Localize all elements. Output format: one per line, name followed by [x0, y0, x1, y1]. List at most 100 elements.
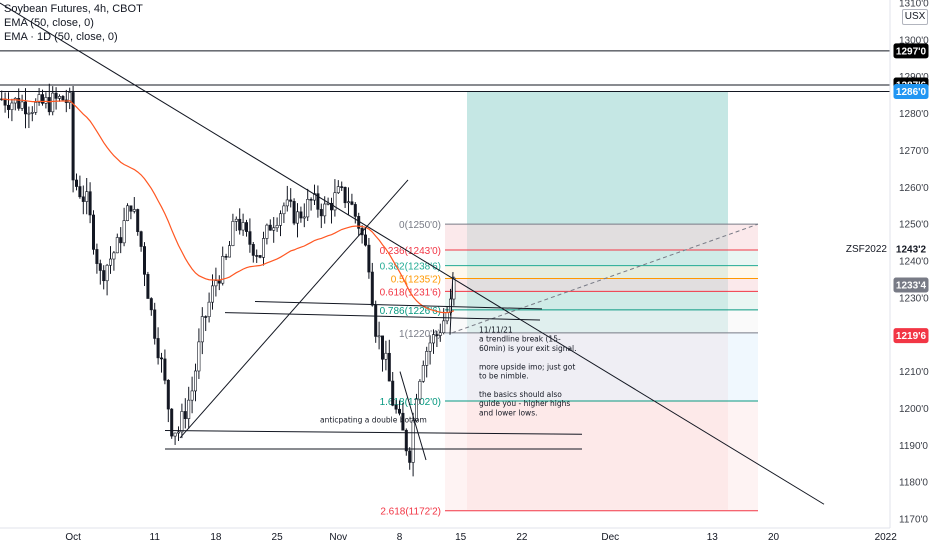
y-tick-label: 1190'0	[899, 441, 928, 452]
y-tick-label: 1250'0	[899, 220, 929, 231]
candle-body	[153, 309, 157, 339]
candle-body	[404, 429, 408, 452]
candle-body	[408, 450, 412, 463]
x-tick-label: 25	[272, 532, 284, 543]
fib-level-label: 0.236(1243'0)	[380, 246, 441, 257]
price-tag	[893, 277, 929, 293]
candle-body	[183, 411, 187, 419]
y-tick-label: 1260'0	[899, 183, 929, 194]
candle-body	[374, 304, 378, 337]
fib-level-label: 2.618(1172'2)	[380, 507, 441, 518]
candle-body	[414, 398, 418, 421]
ema-daily-line	[1, 98, 455, 314]
candle-body	[109, 258, 113, 266]
price-tag-label: 1243'2	[896, 245, 927, 256]
candle-body	[411, 420, 415, 463]
candle-body	[204, 316, 208, 318]
candle-body	[105, 264, 109, 282]
x-tick-label: 2022	[875, 532, 898, 543]
x-tick-label: Oct	[65, 532, 81, 543]
candle-body	[228, 245, 232, 258]
candle-body	[200, 316, 204, 343]
candle-body	[428, 342, 432, 352]
candle-body	[316, 193, 320, 210]
note-line: to be nimble.	[479, 372, 529, 381]
candle-body	[95, 249, 99, 264]
candle-body	[173, 432, 177, 437]
fib-band	[445, 224, 758, 250]
candle-body	[333, 192, 337, 211]
candle-body	[418, 380, 422, 400]
candle-body	[397, 408, 401, 414]
fib-level-label: 0.382(1238'6)	[380, 262, 441, 273]
y-tick-label: 1230'0	[899, 293, 929, 304]
y-tick-label: 1200'0	[899, 404, 929, 415]
fib-band	[445, 291, 758, 310]
candle-body	[54, 92, 58, 99]
x-tick-label: 8	[397, 532, 403, 543]
candle-body	[102, 270, 106, 282]
price-tag	[893, 83, 929, 99]
candle-body	[302, 216, 306, 219]
candle-body	[391, 380, 395, 406]
candle-body	[156, 338, 160, 359]
candle-body	[85, 191, 89, 202]
candle-body	[248, 231, 252, 245]
candle-body	[177, 431, 181, 434]
candle-body	[299, 211, 303, 219]
candles	[0, 83, 456, 477]
candle-body	[387, 352, 391, 382]
candle-body	[20, 101, 24, 109]
candle-body	[190, 390, 194, 401]
candle-body	[92, 214, 96, 250]
candle-body	[211, 285, 215, 303]
candle-body	[421, 365, 425, 382]
candle-body	[425, 351, 429, 366]
horizontal-levels	[0, 50, 890, 92]
trendlines	[0, 2, 825, 505]
candle-body	[146, 274, 150, 299]
price-tag-label: 1297'0	[896, 46, 927, 57]
currency-badge[interactable]: USX	[902, 9, 928, 25]
candle-body	[394, 404, 398, 410]
note-line: 60min) is your exit signal.	[479, 344, 577, 353]
candle-body	[438, 332, 442, 336]
candle-body	[170, 408, 174, 437]
candle-body	[292, 201, 296, 224]
candle-body	[44, 97, 48, 104]
price-tag	[893, 328, 929, 344]
candle-body	[343, 186, 347, 204]
price-tag-label: 1219'6	[896, 331, 927, 342]
candle-body	[309, 198, 313, 201]
candle-body	[367, 244, 371, 273]
candle-body	[61, 96, 65, 101]
candle-body	[340, 186, 344, 188]
candle-body	[401, 412, 405, 431]
candle-body	[163, 358, 167, 381]
candle-body	[241, 222, 245, 231]
x-tick-label: 20	[768, 532, 780, 543]
candle-body	[30, 112, 34, 114]
candle-body	[40, 94, 44, 104]
candle-body	[329, 202, 333, 211]
fib-trend-dashed	[451, 223, 759, 334]
candle-body	[119, 237, 123, 244]
candle-body	[323, 203, 327, 217]
candle-body	[78, 186, 82, 198]
candle-body	[245, 222, 249, 232]
note-line: more upside imo; just got	[479, 362, 575, 371]
candle-body	[282, 205, 286, 215]
candle-body	[149, 298, 153, 311]
y-tick-label: 1240'0	[899, 257, 929, 268]
price-tag	[893, 43, 929, 59]
candle-body	[278, 213, 282, 226]
candle-body	[88, 191, 92, 216]
candle-body	[295, 211, 299, 224]
candle-body	[217, 280, 221, 284]
trendline	[164, 430, 583, 435]
x-tick-label: 15	[455, 532, 467, 543]
candle-body	[306, 198, 310, 218]
candle-body	[194, 370, 198, 392]
candle-body	[336, 186, 340, 194]
